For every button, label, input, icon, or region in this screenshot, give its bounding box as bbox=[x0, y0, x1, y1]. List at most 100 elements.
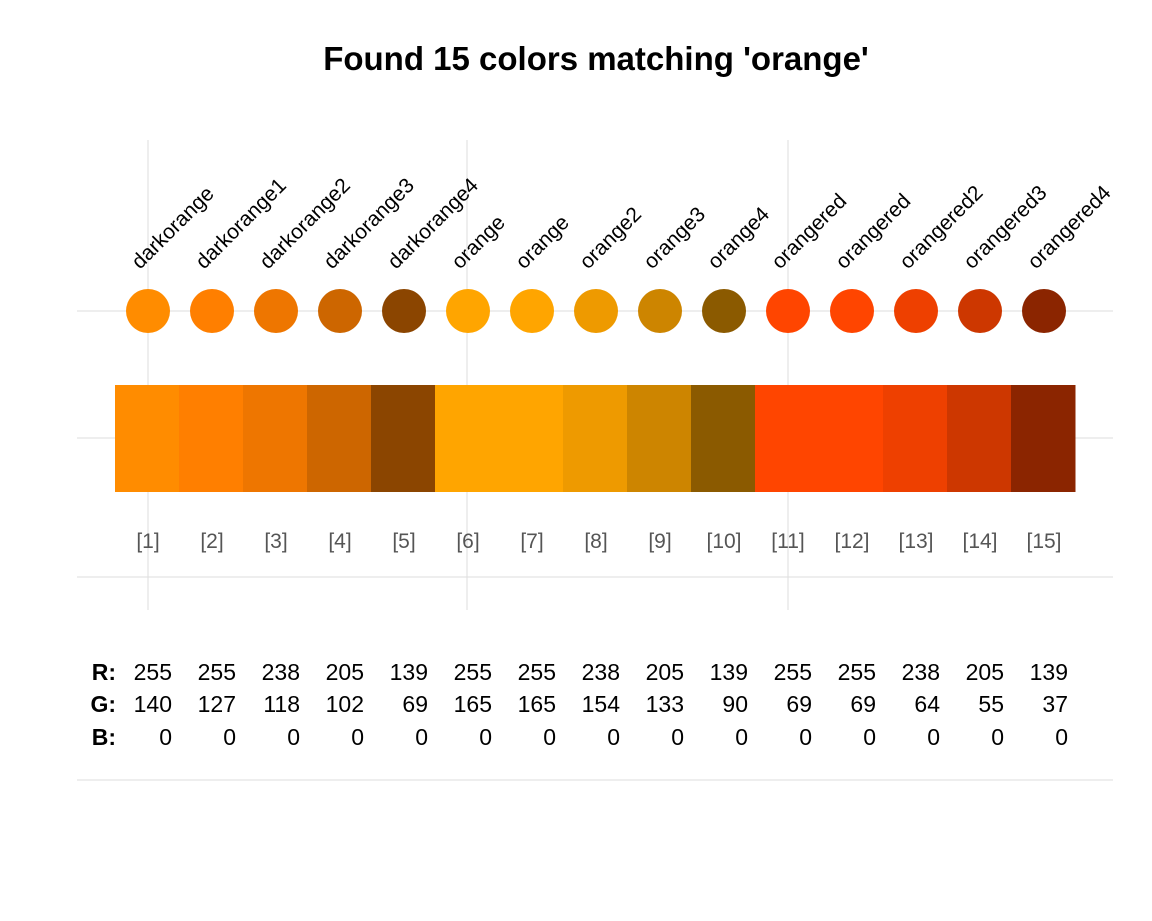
rgb-value-b: 0 bbox=[927, 724, 940, 750]
rgb-value-b: 0 bbox=[159, 724, 172, 750]
color-dot bbox=[894, 289, 938, 333]
index-labels: [1] [2] [3] [4] [5] [6] [7] [8] [9] [10] [11] [12] [… bbox=[136, 530, 1061, 553]
index-label: [12] bbox=[834, 530, 869, 553]
rgb-value-r: 238 bbox=[902, 659, 940, 685]
rgb-value-g: 118 bbox=[263, 691, 300, 717]
rgb-value-b: 0 bbox=[479, 724, 492, 750]
index-label: [1] bbox=[136, 530, 159, 553]
color-dot bbox=[382, 289, 426, 333]
color-dot bbox=[510, 289, 554, 333]
index-label: [2] bbox=[200, 530, 223, 553]
rgb-value-r: 205 bbox=[326, 659, 364, 685]
rgb-value-b: 0 bbox=[671, 724, 684, 750]
r-label: R: bbox=[92, 659, 116, 685]
rgb-value-g: 102 bbox=[326, 691, 364, 717]
rgb-value-g: 165 bbox=[518, 691, 556, 717]
index-label: [8] bbox=[584, 530, 607, 553]
index-label: [4] bbox=[328, 530, 351, 553]
rgb-value-b: 0 bbox=[223, 724, 236, 750]
index-label: [14] bbox=[962, 530, 997, 553]
color-bar-segment bbox=[1011, 385, 1076, 492]
color-bar-segment bbox=[819, 385, 884, 492]
rgb-value-b: 0 bbox=[415, 724, 428, 750]
rgb-value-r: 255 bbox=[838, 659, 876, 685]
rgb-value-g: 37 bbox=[1042, 691, 1068, 717]
rgb-value-g: 55 bbox=[978, 691, 1004, 717]
rgb-value-b: 0 bbox=[735, 724, 748, 750]
color-name-label: orange2 bbox=[575, 203, 646, 274]
rgb-value-b: 0 bbox=[607, 724, 620, 750]
index-label: [11] bbox=[771, 530, 804, 553]
color-dot bbox=[830, 289, 874, 333]
color-bar-segment bbox=[371, 385, 436, 492]
rgb-value-g: 90 bbox=[722, 691, 748, 717]
color-dot bbox=[702, 289, 746, 333]
color-dot bbox=[958, 289, 1002, 333]
color-bar-segment bbox=[627, 385, 692, 492]
color-name-label: orange bbox=[447, 211, 510, 274]
rgb-value-g: 140 bbox=[134, 691, 172, 717]
rgb-value-b: 0 bbox=[287, 724, 300, 750]
rgb-value-b: 0 bbox=[1055, 724, 1068, 750]
color-name-label: orange3 bbox=[639, 203, 710, 274]
color-bar-segment bbox=[947, 385, 1012, 492]
color-bar-segment bbox=[435, 385, 500, 492]
index-label: [10] bbox=[706, 530, 741, 553]
b-label: B: bbox=[92, 724, 116, 750]
color-dot bbox=[766, 289, 810, 333]
rgb-value-r: 255 bbox=[774, 659, 812, 685]
color-dot bbox=[126, 289, 170, 333]
index-label: [9] bbox=[648, 530, 671, 553]
color-bar-segment bbox=[499, 385, 564, 492]
rgb-value-r: 255 bbox=[518, 659, 556, 685]
index-label: [15] bbox=[1026, 530, 1061, 553]
rgb-value-g: 69 bbox=[786, 691, 812, 717]
index-label: [5] bbox=[392, 530, 415, 553]
rgb-value-r: 139 bbox=[390, 659, 428, 685]
color-bar-segment bbox=[563, 385, 628, 492]
chart-title: Found 15 colors matching 'orange' bbox=[323, 40, 869, 77]
index-label: [13] bbox=[898, 530, 933, 553]
rgb-value-r: 205 bbox=[966, 659, 1004, 685]
rgb-value-g: 69 bbox=[402, 691, 428, 717]
rgb-value-b: 0 bbox=[991, 724, 1004, 750]
color-bar-segment bbox=[307, 385, 372, 492]
color-name-labels: darkorangedarkorange1darkorange2darkoran… bbox=[127, 174, 1115, 274]
color-dot bbox=[638, 289, 682, 333]
g-label: G: bbox=[90, 691, 116, 717]
rgb-value-g: 154 bbox=[582, 691, 621, 717]
color-dot bbox=[190, 289, 234, 333]
color-bar-segment bbox=[691, 385, 756, 492]
rgb-value-r: 205 bbox=[646, 659, 684, 685]
index-label: [7] bbox=[520, 530, 543, 553]
rgb-value-r: 255 bbox=[134, 659, 172, 685]
rgb-value-b: 0 bbox=[799, 724, 812, 750]
rgb-value-b: 0 bbox=[863, 724, 876, 750]
rgb-table: R: G: B: 255 140 0 255 127 0 238 118 0 205 102 0 139… bbox=[90, 659, 1068, 750]
color-dots bbox=[126, 289, 1066, 333]
rgb-value-r: 255 bbox=[198, 659, 236, 685]
color-dot bbox=[1022, 289, 1066, 333]
color-bar-segment bbox=[755, 385, 820, 492]
color-name-label: orange4 bbox=[703, 203, 774, 274]
rgb-value-r: 238 bbox=[262, 659, 300, 685]
rgb-value-g: 69 bbox=[850, 691, 876, 717]
rgb-value-g: 64 bbox=[914, 691, 940, 717]
color-bar-segment bbox=[115, 385, 180, 492]
color-bar-segment bbox=[883, 385, 948, 492]
color-dot bbox=[254, 289, 298, 333]
color-bar bbox=[115, 385, 1076, 492]
rgb-value-b: 0 bbox=[351, 724, 364, 750]
color-dot bbox=[446, 289, 490, 333]
rgb-value-r: 139 bbox=[710, 659, 748, 685]
index-label: [6] bbox=[456, 530, 479, 553]
color-bar-segment bbox=[243, 385, 308, 492]
rgb-value-b: 0 bbox=[543, 724, 556, 750]
rgb-value-r: 139 bbox=[1030, 659, 1068, 685]
rgb-value-g: 133 bbox=[646, 691, 684, 717]
rgb-value-r: 238 bbox=[582, 659, 620, 685]
color-dot bbox=[574, 289, 618, 333]
rgb-value-g: 165 bbox=[454, 691, 492, 717]
rgb-value-r: 255 bbox=[454, 659, 492, 685]
